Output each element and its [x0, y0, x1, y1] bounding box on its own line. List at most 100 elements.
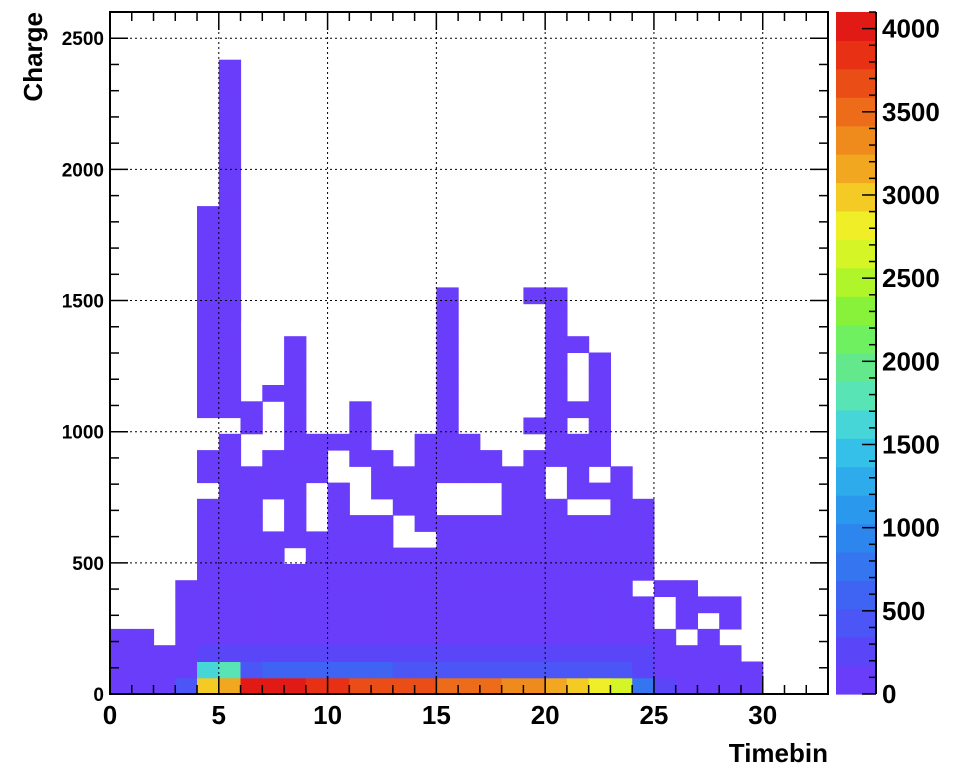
histogram-bin: [262, 450, 285, 467]
histogram-bin: [501, 515, 524, 532]
histogram-bin: [218, 336, 242, 353]
histogram-bin: [545, 287, 568, 305]
histogram-bin: [436, 645, 459, 662]
histogram-bin: [545, 352, 568, 370]
histogram-bin: [436, 450, 459, 467]
histogram-bin: [566, 515, 590, 532]
histogram-bin: [240, 661, 263, 679]
histogram-bin: [197, 580, 220, 597]
histogram-bin: [610, 596, 633, 614]
histogram-bin: [284, 466, 307, 484]
histogram-bin: [284, 417, 307, 435]
histogram-bin: [197, 303, 220, 321]
histogram-bin: [414, 466, 437, 484]
histogram-bin: [479, 515, 503, 532]
histogram-bin: [218, 645, 242, 662]
histogram-bin: [588, 385, 611, 402]
histogram-bin: [349, 401, 372, 419]
histogram-bin: [218, 141, 242, 158]
histogram-bin: [392, 628, 416, 646]
histogram-bin: [414, 612, 437, 630]
histogram-bin: [349, 645, 372, 662]
histogram-bin: [218, 515, 242, 532]
histogram-bin: [218, 271, 242, 288]
histogram-bin: [719, 612, 742, 630]
color-scale-swatch: [836, 608, 876, 638]
histogram-bin: [501, 466, 524, 484]
x-axis-title: Timebin: [729, 738, 828, 768]
histogram-bin: [284, 596, 307, 614]
histogram-bin: [371, 612, 394, 630]
histogram-bin: [414, 628, 437, 646]
histogram-bin: [327, 515, 350, 532]
histogram-bin: [197, 677, 220, 695]
histogram-bin: [349, 661, 372, 679]
histogram-bin: [327, 661, 350, 679]
histogram-bin: [197, 450, 220, 467]
histogram-bin: [588, 596, 611, 614]
histogram-bin: [545, 303, 568, 321]
histogram-bin: [305, 563, 329, 581]
histogram-bin: [371, 580, 394, 597]
histogram-bin: [436, 612, 459, 630]
histogram-bin: [349, 563, 372, 581]
histogram-bin: [197, 385, 220, 402]
histogram-bin: [697, 661, 720, 679]
histogram-bin: [197, 222, 220, 240]
histogram-bin: [501, 612, 524, 630]
histogram-bin: [197, 401, 220, 419]
histogram-bin: [566, 547, 590, 565]
histogram-bin: [284, 645, 307, 662]
histogram-bin: [392, 563, 416, 581]
histogram-bin: [523, 450, 546, 467]
histogram-bin: [240, 645, 263, 662]
histogram-bin: [719, 645, 742, 662]
histogram-bin: [305, 450, 329, 467]
histogram-bin: [566, 580, 590, 597]
histogram-bin: [719, 661, 742, 679]
histogram-bin: [262, 661, 285, 679]
histogram-bin: [436, 466, 459, 484]
histogram-bin: [545, 628, 568, 646]
histogram-bin: [327, 612, 350, 630]
histogram-bin: [523, 531, 546, 549]
histogram-bin: [719, 677, 742, 695]
histogram-bin: [697, 677, 720, 695]
histogram-bin: [588, 433, 611, 451]
histogram-bin: [566, 336, 590, 353]
histogram-bin: [588, 417, 611, 435]
histogram-bin: [262, 596, 285, 614]
histogram-bin: [719, 596, 742, 614]
histogram-bin: [197, 498, 220, 516]
histogram-bin: [218, 677, 242, 695]
histogram-bin: [436, 677, 459, 695]
histogram-bin: [218, 319, 242, 337]
histogram-bin: [458, 515, 481, 532]
histogram-bin: [632, 612, 655, 630]
histogram-bin: [610, 531, 633, 549]
histogram-bin: [632, 547, 655, 565]
histogram-bin: [305, 547, 329, 565]
color-scale-swatch: [836, 438, 876, 468]
histogram-bin: [588, 352, 611, 370]
histogram-bin: [284, 612, 307, 630]
histogram-bin: [588, 677, 611, 695]
histogram-bin: [175, 596, 198, 614]
histogram-bin: [523, 677, 546, 695]
color-scale-swatch: [836, 324, 876, 354]
histogram-bin: [588, 645, 611, 662]
histogram-bin: [675, 645, 698, 662]
histogram-bin: [197, 547, 220, 565]
histogram-bin: [349, 531, 372, 549]
histogram-bin: [436, 352, 459, 370]
histogram-bin: [240, 563, 263, 581]
histogram-bin: [349, 515, 372, 532]
histogram-bin: [458, 450, 481, 467]
histogram-bin: [218, 108, 242, 126]
histogram-bin: [458, 580, 481, 597]
histogram-bin: [284, 498, 307, 516]
color-scale-swatch: [836, 551, 876, 581]
histogram-bin: [197, 531, 220, 549]
histogram-bin: [610, 645, 633, 662]
